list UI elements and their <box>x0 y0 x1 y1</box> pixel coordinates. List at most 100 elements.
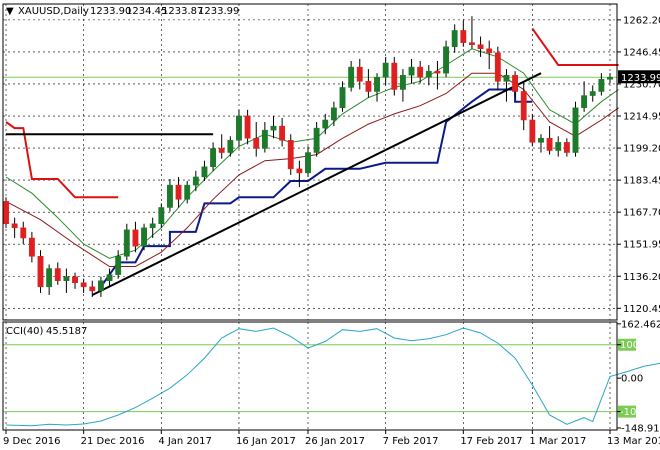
cci-level-tag <box>618 338 636 351</box>
candle <box>158 203 165 228</box>
price-tick-label: 1167.70 <box>623 208 660 219</box>
cci-value: 45.5187 <box>46 326 87 337</box>
candle-body <box>201 166 208 178</box>
candle <box>563 138 570 157</box>
candle <box>20 221 27 245</box>
candle <box>451 24 458 53</box>
candle <box>399 69 406 102</box>
candle-body <box>399 74 406 90</box>
candle <box>546 126 553 155</box>
candle-body <box>192 176 199 186</box>
candle-body <box>443 46 449 74</box>
candle-body <box>175 184 182 200</box>
candle <box>167 178 173 212</box>
x-tick-label: 13 Mar 2017 <box>607 436 660 447</box>
candle-body <box>374 77 380 92</box>
candle-body <box>589 91 596 96</box>
candle-body <box>382 62 389 78</box>
candle-body <box>287 140 294 170</box>
candle-body <box>236 115 242 141</box>
candle-body <box>529 119 536 143</box>
candle-body <box>555 142 562 151</box>
candle-body <box>572 107 579 153</box>
candle <box>54 262 61 285</box>
candle-body <box>520 91 527 121</box>
price-tick-label: 1120.45 <box>623 304 660 315</box>
candle <box>72 272 78 289</box>
header-arrow[interactable]: ▼ <box>6 6 14 17</box>
candle-body <box>296 168 303 174</box>
candle <box>261 122 268 153</box>
candle-body <box>512 74 519 92</box>
candle-body <box>486 48 493 54</box>
candle <box>218 134 225 159</box>
candle-body <box>313 127 320 153</box>
candle <box>149 217 156 238</box>
price-tick-label: 1214.95 <box>623 112 660 123</box>
candle <box>477 36 484 57</box>
cci-tick-label: 100 <box>620 340 639 351</box>
candle-body <box>158 207 165 225</box>
candle <box>581 81 588 112</box>
candle-body <box>261 129 268 149</box>
candle-body <box>244 115 251 139</box>
candle-body <box>330 107 337 121</box>
candle <box>486 40 493 70</box>
candle-body <box>28 237 35 257</box>
candle <box>63 268 70 293</box>
candle-body <box>322 119 329 129</box>
candle <box>460 20 467 47</box>
axes: 1262.20 1246.45 1230.70 1214.95 1199.20 1183.… <box>2 3 660 447</box>
candle-body <box>72 276 78 284</box>
candle-body <box>494 52 501 82</box>
candle <box>512 71 519 98</box>
candle <box>365 69 372 98</box>
candle <box>210 142 217 171</box>
header-symbol: XAUUSD,Daily <box>18 6 89 17</box>
candles <box>3 16 613 298</box>
price-frame <box>2 3 618 321</box>
candle <box>37 250 44 293</box>
x-tick-label: 17 Feb 2017 <box>460 436 522 447</box>
candle <box>175 176 182 208</box>
candle <box>184 181 191 204</box>
candle <box>339 81 346 112</box>
candle <box>443 40 449 78</box>
x-tick-label: 16 Jan 2017 <box>236 436 296 447</box>
candle-body <box>538 138 544 143</box>
candle-body <box>417 66 424 78</box>
price-tick-label: 1183.45 <box>623 176 660 187</box>
candle <box>115 250 122 279</box>
candle <box>253 122 260 157</box>
candle <box>97 276 104 298</box>
candle-body <box>598 79 605 92</box>
cci-label: CCI(40) <box>6 326 44 337</box>
cci-tick-label: -148.9125 <box>621 423 660 434</box>
ma-slow-line <box>5 72 619 267</box>
candle <box>494 46 501 90</box>
cci-level-tag <box>618 405 636 418</box>
candle <box>607 73 613 84</box>
candle-body <box>451 30 458 47</box>
cci-tick-label: 0.00 <box>621 374 643 385</box>
candle-body <box>607 77 613 80</box>
candle-body <box>132 229 139 247</box>
candle-body <box>46 268 53 288</box>
candle-body <box>460 30 467 43</box>
candle-body <box>3 201 9 225</box>
candle-body <box>89 286 96 292</box>
candle <box>425 65 432 86</box>
candle <box>28 231 35 263</box>
candle <box>123 223 130 261</box>
candle-body <box>106 274 113 281</box>
candle <box>80 278 87 293</box>
candle <box>555 136 562 157</box>
candle-body <box>270 125 277 131</box>
price-tick-label: 1262.20 <box>623 15 660 26</box>
candle <box>572 101 579 157</box>
candle-body <box>63 276 70 281</box>
candle-body <box>365 81 372 92</box>
candle-body <box>149 223 156 229</box>
candle-body <box>167 184 173 208</box>
